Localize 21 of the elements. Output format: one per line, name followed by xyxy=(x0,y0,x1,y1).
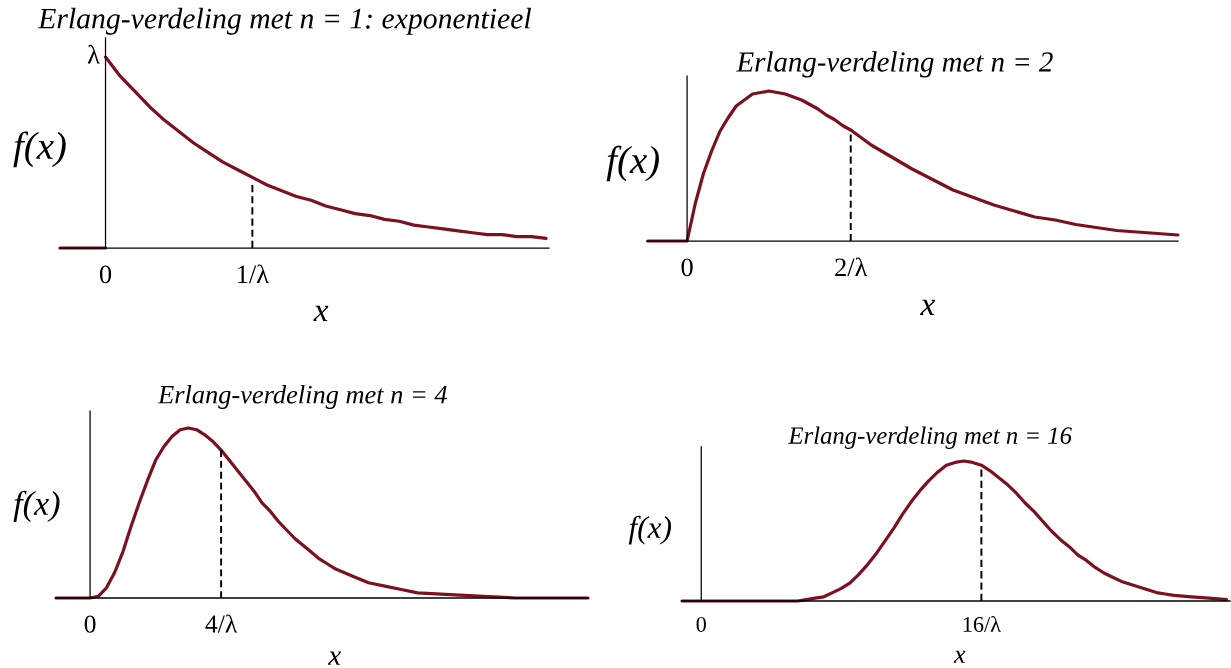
x-axis-title: x xyxy=(920,299,936,316)
chart-title: Erlang-verdeling met n = 16 xyxy=(788,426,1072,449)
annotation: λ xyxy=(87,44,100,64)
x-axis-title: x xyxy=(327,651,342,665)
y-axis-title: f(x) xyxy=(13,131,66,168)
x-tick-label: 4/λ xyxy=(205,614,238,633)
x-axis-title: x xyxy=(313,305,329,322)
x-tick-label: 0 xyxy=(696,616,706,632)
y-axis-title: f(x) xyxy=(606,145,659,182)
x-tick-label: 0 xyxy=(681,258,693,277)
chart-title: Erlang-verdeling met n = 1: exponentieel xyxy=(37,7,532,35)
x-tick-label: 2/λ xyxy=(835,257,868,277)
chart-title: Erlang-verdeling met n = 2 xyxy=(736,51,1053,78)
x-axis-title: x xyxy=(953,650,966,663)
x-tick-label: 0 xyxy=(99,265,112,284)
x-tick-label: 0 xyxy=(84,615,96,633)
x-tick-label: 16/λ xyxy=(963,616,1001,632)
y-axis-title: f(x) xyxy=(13,490,60,523)
y-axis-title: f(x) xyxy=(628,515,672,545)
chart-title: Erlang-verdeling met n = 4 xyxy=(157,385,447,409)
x-tick-label: 1/λ xyxy=(238,264,269,284)
